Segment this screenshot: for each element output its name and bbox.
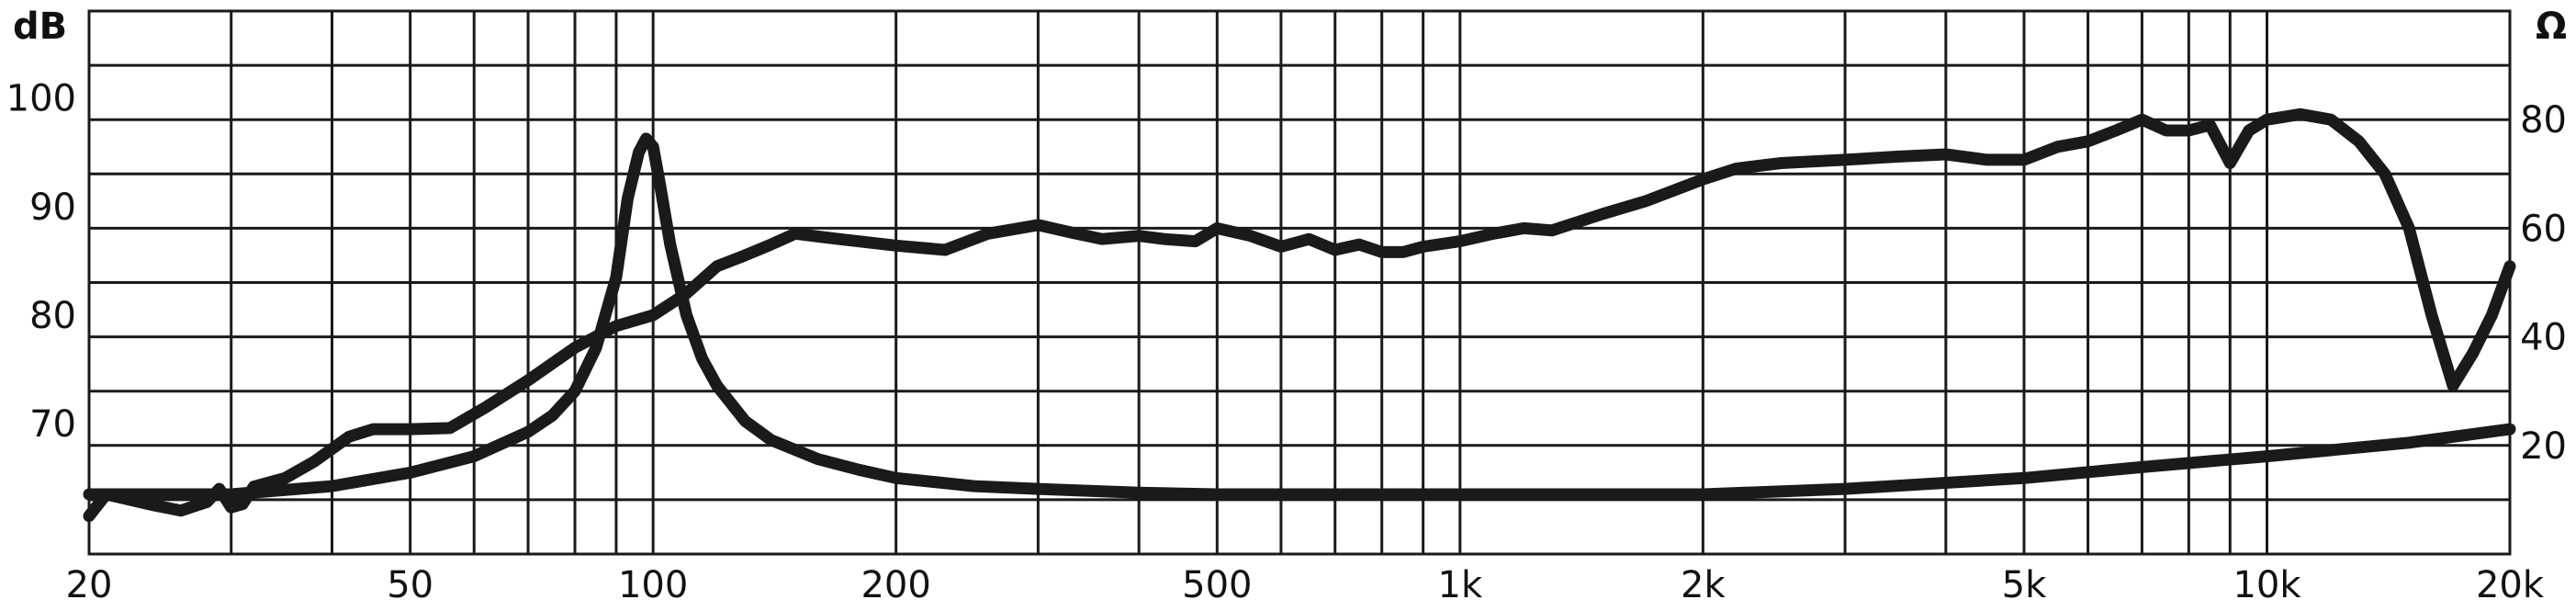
right-tick-label: 80 [2520,99,2567,141]
x-tick-label: 1k [1438,564,1483,606]
x-tick-label: 2k [1681,564,1726,606]
x-tick-label: 5k [2002,564,2047,606]
x-tick-label: 100 [618,564,688,606]
right-tick-label: 60 [2520,208,2567,250]
left-tick-label: 80 [29,295,76,337]
x-tick-label: 50 [387,564,433,606]
x-tick-label: 20 [66,564,113,606]
x-tick-label: 200 [861,564,930,606]
right-tick-label: 20 [2520,425,2567,468]
left-tick-label: 90 [29,187,76,229]
x-tick-label: 20k [2476,564,2545,606]
x-tick-label: 10k [2233,564,2301,606]
curves [83,107,2516,523]
x-tick-label: 500 [1182,564,1252,606]
left-tick-label: 70 [29,403,76,446]
left-tick-label: 100 [6,78,76,120]
right-unit-label: Ω [2536,6,2567,48]
tick-labels: 20 50 100 200 500 1k 2k 5k 10k 20k 100 90 80 70 80 60 40… [6,6,2567,606]
impedance-curve [83,132,2516,501]
left-unit-label: dB [13,6,67,48]
right-tick-label: 40 [2520,317,2567,359]
spl-curve [83,107,2516,523]
